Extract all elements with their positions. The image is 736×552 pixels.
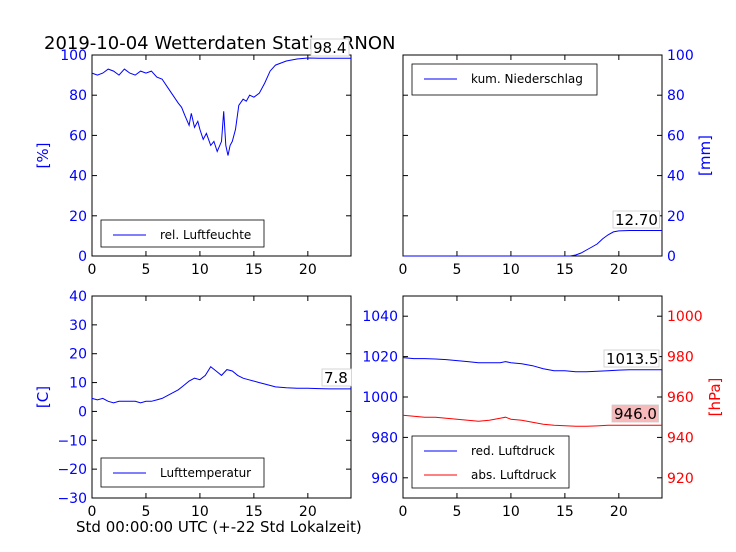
x-tick-label: 20	[610, 262, 628, 278]
y-tick-label: 40	[69, 169, 87, 185]
x-tick-label: 10	[191, 262, 209, 278]
panel-air-temperature: 0 5 10 15 20 −30 −20 −10 0 10 20 30 40 [C] Lufttempera…	[34, 289, 352, 520]
x-tick-label: 20	[610, 504, 628, 520]
value-annotation: 1013.5	[606, 350, 659, 368]
value-annotation: 12.70	[615, 211, 658, 229]
y-tick-label: 80	[667, 88, 685, 104]
value-annotation: 7.8	[324, 369, 348, 387]
y-tick-label: 30	[69, 318, 87, 334]
y-tick-label: 1020	[362, 350, 398, 366]
y-tick-label: 100	[667, 48, 694, 64]
y-right-tick-label: 920	[667, 471, 694, 487]
y-tick-label: 0	[78, 404, 87, 420]
y-axis-label: [mm]	[696, 135, 714, 176]
y-tick-label: −10	[57, 433, 87, 449]
y-tick-label: 80	[69, 88, 87, 104]
x-tick-label: 10	[502, 504, 520, 520]
x-tick-label: 10	[502, 262, 520, 278]
panel-air-pressure: 0 5 10 15 20 960 980 1000 1020 1040 920 940 960 980 10…	[362, 295, 724, 520]
y-tick-label: 1040	[362, 309, 398, 325]
x-tick-label: 0	[399, 504, 408, 520]
series-line	[403, 230, 662, 257]
y-axis-label: [%]	[34, 143, 52, 169]
x-tick-label: 20	[299, 504, 317, 520]
y-axis-label: [C]	[34, 386, 52, 408]
legend-box	[411, 435, 570, 489]
x-tick-label: 15	[245, 504, 263, 520]
y-tick-label: 960	[371, 471, 398, 487]
x-tick-label: 15	[556, 262, 574, 278]
x-axis-label: Std 00:00:00 UTC (+-22 Std Lokalzeit)	[76, 518, 362, 536]
legend-box	[100, 219, 265, 248]
x-tick-label: 15	[245, 262, 263, 278]
series-line	[91, 365, 351, 404]
y-tick-label: 10	[69, 376, 87, 392]
legend-label: kum. Niederschlag	[471, 72, 583, 86]
legend-label: rel. Luftfeuchte	[160, 228, 251, 242]
y-tick-label: 100	[60, 48, 87, 64]
x-tick-label: 5	[452, 262, 461, 278]
value-annotation-box	[603, 349, 660, 368]
y-tick-label: 20	[69, 209, 87, 225]
series-line	[402, 414, 662, 427]
x-tick-label: 10	[191, 504, 209, 520]
x-tick-label: 15	[556, 504, 574, 520]
x-tick-label: 5	[141, 262, 150, 278]
y-right-tick-label: 960	[667, 390, 694, 406]
y-tick-label: 60	[69, 128, 87, 144]
value-annotation-box	[310, 38, 350, 57]
y-tick-label: 20	[69, 347, 87, 363]
x-tick-label: 5	[452, 504, 461, 520]
legend-label: red. Luftdruck	[471, 444, 555, 458]
y-tick-label: 980	[371, 430, 398, 446]
y-right-tick-label: 1000	[667, 309, 703, 325]
value-annotation: 98.4	[313, 39, 346, 57]
y-right-tick-label: 980	[667, 350, 694, 366]
value-annotation-box	[612, 210, 660, 229]
y-tick-label: 20	[667, 209, 685, 225]
x-tick-label: 20	[299, 262, 317, 278]
y-tick-label: 40	[667, 169, 685, 185]
series-line	[91, 57, 351, 156]
value-annotation-box	[321, 368, 352, 387]
y-tick-label: −20	[57, 462, 87, 478]
y-right-tick-label: 940	[667, 430, 694, 446]
y-tick-label: 40	[69, 289, 87, 305]
legend-label: Lufttemperatur	[160, 466, 251, 480]
legend-label: abs. Luftdruck	[471, 468, 556, 482]
series-line	[402, 357, 662, 373]
y-tick-label: −30	[57, 491, 87, 507]
value-annotation-box	[611, 404, 659, 423]
x-tick-label: 5	[141, 504, 150, 520]
x-tick-label: 0	[88, 262, 97, 278]
panel-relative-humidity: 0 5 10 15 20 0 20 40 60 80 100 [%] rel. Luftfeuchte 9…	[34, 38, 352, 278]
value-annotation: 946.0	[614, 405, 657, 423]
y-tick-label: 60	[667, 128, 685, 144]
x-tick-label: 0	[88, 504, 97, 520]
panel-cumulative-precipitation: 0 5 10 15 20 0 20 40 60 80 100 [mm] kum. Niederschla…	[399, 48, 714, 278]
figure-title: 2019-10-04 Wetterdaten Station RNON	[44, 33, 395, 54]
y-tick-label: 0	[667, 249, 676, 265]
y-axis-label-right: [hPa]	[706, 378, 724, 417]
y-tick-label: 0	[78, 249, 87, 265]
x-tick-label: 0	[399, 262, 408, 278]
y-tick-label: 1000	[362, 390, 398, 406]
